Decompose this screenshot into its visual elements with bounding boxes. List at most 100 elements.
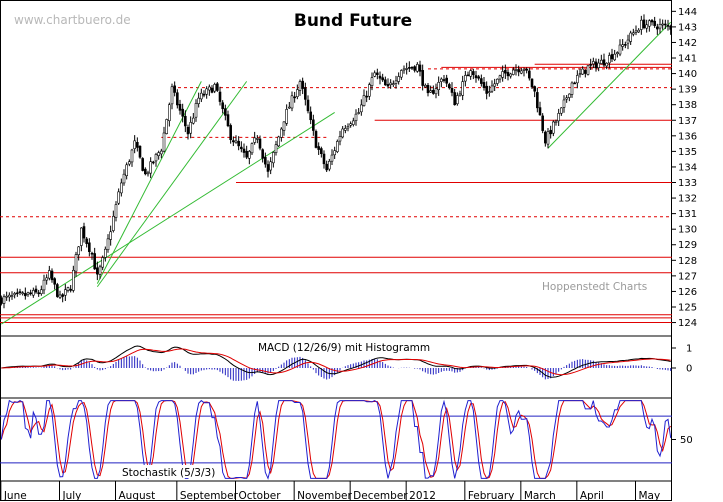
month-tick-label: 2012 <box>409 490 436 502</box>
price-candle <box>501 65 504 82</box>
candle-body <box>125 164 128 176</box>
candle-body <box>354 113 358 121</box>
price-candle <box>301 77 304 95</box>
price-candle <box>338 130 342 146</box>
price-candle <box>176 89 179 109</box>
price-candle <box>117 188 120 206</box>
candle-body <box>98 266 102 275</box>
trend-line-0 <box>1 112 335 325</box>
price-candle <box>128 159 131 167</box>
price-candle <box>645 19 648 33</box>
price-candle <box>314 129 318 149</box>
price-candle <box>456 92 459 106</box>
candle-body <box>314 131 318 148</box>
price-candle <box>229 123 232 144</box>
price-candle <box>210 85 214 94</box>
price-tick-label: 132 <box>678 194 697 205</box>
price-candle <box>488 85 491 97</box>
candle-body <box>626 39 630 44</box>
price-candle <box>362 89 366 107</box>
price-candle <box>432 85 435 95</box>
price-candle <box>640 15 643 35</box>
price-candle <box>18 288 22 296</box>
price-candle <box>218 86 222 106</box>
price-candle <box>216 82 219 92</box>
price-candle <box>498 74 502 83</box>
candle-body <box>437 82 440 90</box>
price-candle <box>602 53 606 67</box>
price-tick-label: 130 <box>678 225 697 236</box>
price-candle <box>160 148 163 159</box>
price-candle <box>426 83 430 97</box>
candle-body <box>474 75 478 79</box>
price-candle <box>125 162 128 180</box>
candle-body <box>658 24 662 29</box>
candle-body <box>386 84 390 87</box>
price-candle <box>29 289 32 296</box>
price-y-axis: 124 125 126 127 128 129 130 131 132 133 134 135 136 1… <box>672 7 697 329</box>
trend-line-3 <box>547 21 672 149</box>
price-candle <box>408 61 411 72</box>
price-candle <box>80 227 83 252</box>
price-candle <box>453 88 456 106</box>
price-candle <box>565 95 568 103</box>
price-candle <box>256 135 259 144</box>
candle-body <box>232 140 235 143</box>
price-candle <box>642 14 646 30</box>
price-candle <box>448 82 451 90</box>
candle-body <box>82 226 86 239</box>
candle-body <box>181 108 184 117</box>
candle-body <box>528 70 531 79</box>
price-candle <box>413 65 416 73</box>
candle-body <box>264 157 267 165</box>
price-candle <box>514 64 518 76</box>
price-candle <box>437 76 440 96</box>
candle-body <box>304 87 307 100</box>
candle-body <box>0 297 3 304</box>
price-candle <box>578 68 582 78</box>
price-candle <box>69 285 72 293</box>
candle-body <box>93 253 96 270</box>
price-tick-label: 141 <box>678 54 697 65</box>
price-candle <box>26 291 30 297</box>
price-candle <box>274 140 278 156</box>
candle-body <box>194 103 198 118</box>
price-candle <box>480 74 483 87</box>
price-tick-label: 139 <box>678 85 697 96</box>
price-candle <box>400 69 403 80</box>
trend-line-1 <box>96 81 202 284</box>
price-candle <box>293 91 296 103</box>
price-candle <box>101 255 104 271</box>
candle-body <box>322 153 326 165</box>
month-tick-label: April <box>580 490 604 502</box>
candle-body <box>240 146 243 150</box>
price-candle <box>482 76 486 91</box>
candle-body <box>74 254 78 272</box>
candle-body <box>13 293 16 296</box>
candle-body <box>602 59 606 66</box>
price-candle <box>306 95 310 114</box>
price-candle <box>584 69 587 78</box>
candle-body <box>632 32 635 35</box>
price-candle <box>666 19 670 31</box>
candle-body <box>29 292 32 295</box>
price-candle <box>493 78 496 92</box>
price-candle <box>368 82 371 100</box>
candle-body <box>544 131 547 144</box>
candle-body <box>514 69 518 71</box>
price-candle <box>434 83 438 99</box>
candle-body <box>50 270 54 281</box>
price-candle <box>461 75 464 101</box>
candle-body <box>640 19 643 30</box>
price-candle <box>277 135 280 148</box>
candle-body <box>250 143 254 154</box>
candle-body <box>189 122 192 134</box>
price-candle <box>133 135 136 154</box>
price-candle <box>661 19 664 30</box>
price-candle <box>562 95 566 113</box>
candle-body <box>248 151 251 159</box>
candle-body <box>629 32 632 42</box>
candle-body <box>349 123 352 126</box>
price-candle <box>354 109 358 126</box>
candle-body <box>461 81 464 96</box>
